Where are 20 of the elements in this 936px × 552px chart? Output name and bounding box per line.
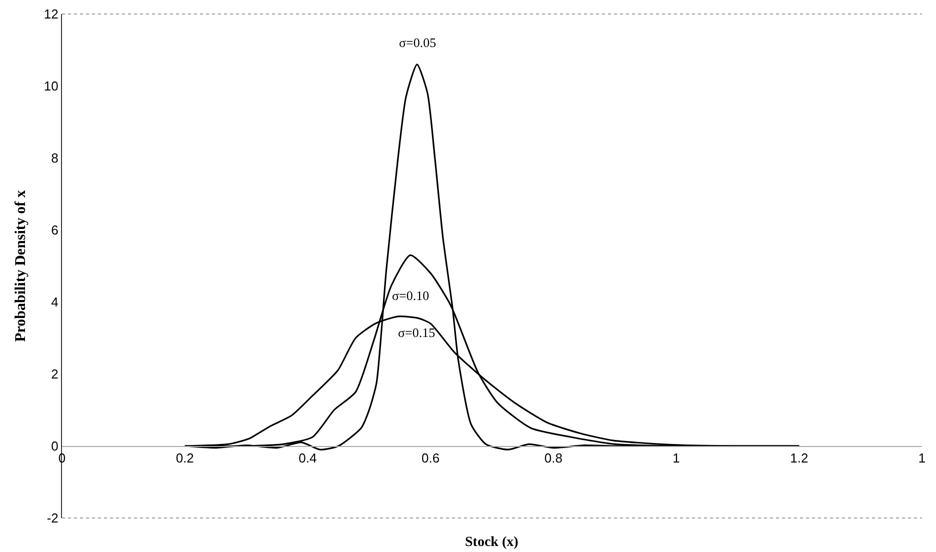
series-label: σ=0.10 — [392, 288, 430, 303]
y-tick-label: 12 — [44, 6, 58, 22]
y-tick-label: 2 — [51, 366, 58, 382]
x-tick-label: 1.2 — [790, 450, 808, 466]
x-tick-label: 1 — [918, 450, 926, 466]
x-tick-label: 0.6 — [422, 450, 440, 466]
x-axis-title: Stock (x) — [465, 535, 519, 550]
x-tick-label: 0.2 — [176, 450, 194, 466]
y-tick-label: -2 — [46, 510, 58, 526]
x-tick-label: 0.4 — [298, 450, 317, 466]
y-tick-label: 10 — [44, 78, 58, 94]
y-tick-label: 0 — [51, 438, 58, 454]
y-tick-label: 8 — [51, 150, 58, 166]
series-label: σ=0.15 — [398, 325, 436, 340]
x-tick-label: 0.8 — [544, 450, 562, 466]
x-tick-label: 1 — [672, 450, 680, 466]
series-label: σ=0.05 — [399, 35, 436, 50]
y-tick-label: 6 — [51, 222, 58, 238]
y-axis-title: Probability Density of x — [13, 190, 30, 342]
y-tick-label: 4 — [51, 294, 58, 310]
